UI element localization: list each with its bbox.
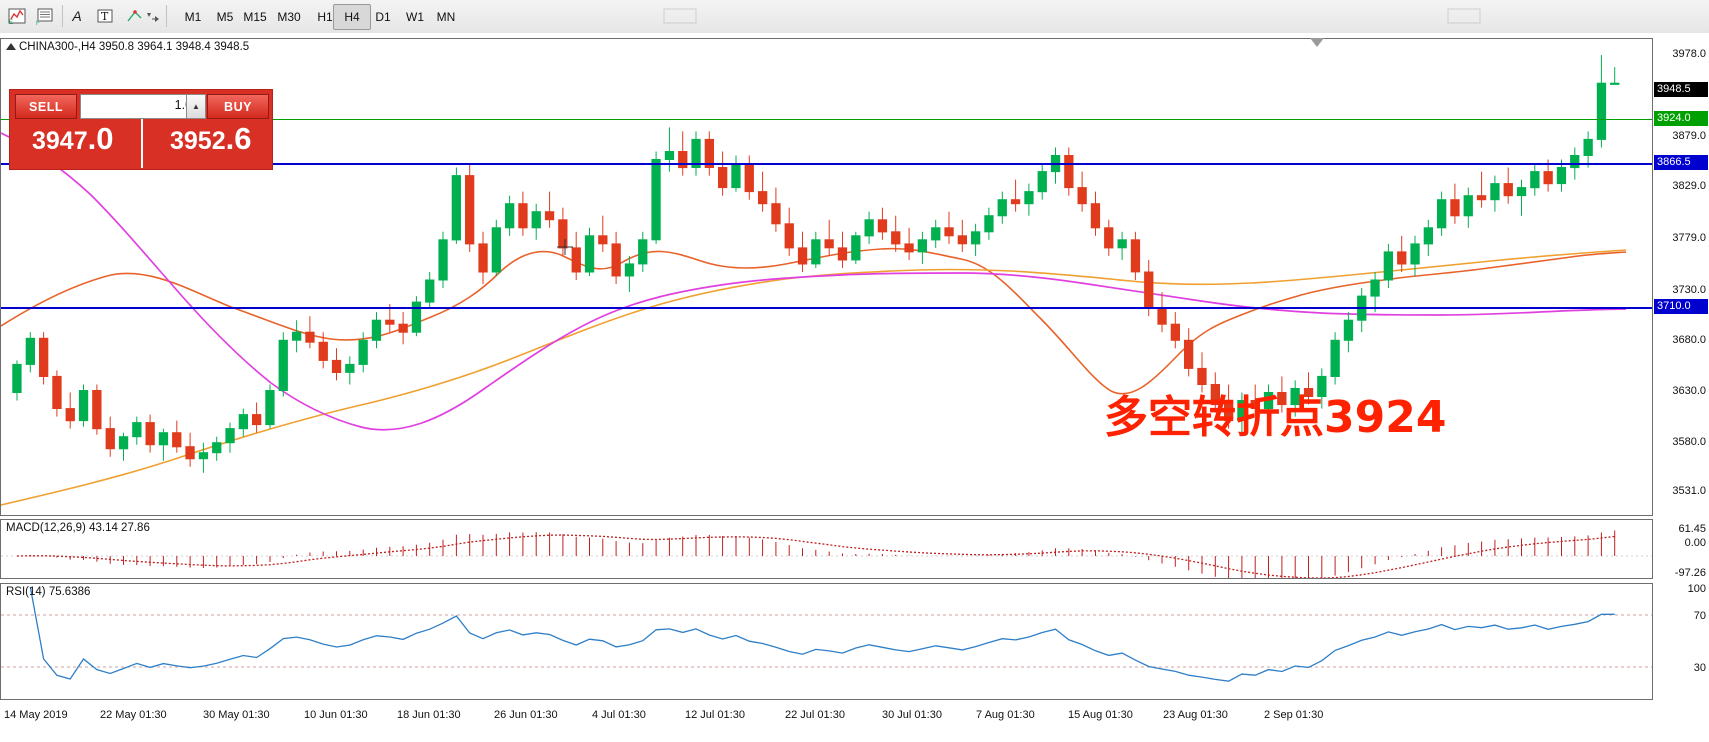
- line-studies-icon[interactable]: [122, 3, 162, 29]
- time-tick-11: 15 Aug 01:30: [1068, 709, 1133, 721]
- rsi-pane-label: RSI(14) 75.6386: [6, 586, 91, 598]
- rsi-line: [29, 586, 1615, 682]
- timeframe-m15[interactable]: M15: [243, 10, 267, 24]
- ma-fast-line: [1, 247, 1627, 395]
- symbol-arrow-icon: [6, 43, 16, 51]
- price-tick-3680: 3680.0: [1672, 334, 1706, 346]
- time-tick-2: 30 May 01:30: [203, 709, 270, 721]
- time-tick-7: 12 Jul 01:30: [685, 709, 745, 721]
- buy-button[interactable]: BUY: [207, 94, 269, 119]
- sell-price-frac: .0: [87, 121, 114, 156]
- ma-mid-line: [1, 249, 1627, 506]
- indicators-icon[interactable]: [660, 3, 700, 29]
- green-level-tag: 3924.0: [1654, 111, 1708, 126]
- text-label-icon[interactable]: T: [92, 3, 118, 29]
- price-tick-3879: 3879.0: [1672, 130, 1706, 142]
- price-tick-3580: 3580.0: [1672, 436, 1706, 448]
- candlestick-series: [12, 55, 1620, 473]
- svg-text:F: F: [36, 21, 40, 26]
- toolbar-separator-1: [62, 5, 63, 27]
- buy-price: 3952.6: [170, 121, 251, 157]
- time-tick-13: 2 Sep 01:30: [1264, 709, 1324, 721]
- price-pane-label: CHINA300-,H4 3950.8 3964.1 3948.4 3948.5: [6, 41, 249, 53]
- price-tick-3829: 3829.0: [1672, 180, 1706, 192]
- one-click-trading-panel[interactable]: SELL ▼ 1.00 ▲ BUY 3947.0 3952.6: [9, 89, 273, 170]
- svg-text:T: T: [101, 10, 109, 23]
- volume-increase-button[interactable]: ▲: [186, 94, 206, 119]
- blue-lower-level-tag: 3710.0: [1654, 299, 1708, 314]
- time-tick-8: 22 Jul 01:30: [785, 709, 845, 721]
- rsi-axis: 100 70 30: [1653, 583, 1709, 700]
- rsi-tick-100: 100: [1687, 583, 1706, 595]
- time-tick-4: 18 Jun 01:30: [397, 709, 461, 721]
- buy-price-int: 3952: [170, 127, 226, 155]
- timeframe-m1[interactable]: M1: [184, 10, 202, 24]
- timeframe-h4[interactable]: H4: [333, 4, 371, 30]
- price-chart-svg: [1, 55, 1627, 506]
- main-toolbar: E F A T: [0, 0, 1709, 34]
- chart-annotation-text: 多空转折点3924: [1104, 392, 1447, 443]
- macd-axis: 61.45 0.00 -97.26: [1653, 519, 1709, 579]
- svg-text:E: E: [9, 20, 13, 26]
- toolbar-separator-2: [166, 5, 167, 27]
- timeframe-h1[interactable]: H1: [317, 10, 333, 24]
- price-pane[interactable]: CHINA300-,H4 3950.8 3964.1 3948.4 3948.5…: [0, 38, 1653, 516]
- time-axis[interactable]: 14 May 2019 22 May 01:30 30 May 01:30 10…: [0, 701, 1709, 741]
- rsi-pane[interactable]: RSI(14) 75.6386: [0, 583, 1653, 700]
- time-tick-0: 14 May 2019: [4, 709, 68, 721]
- macd-tick-min: -97.26: [1674, 567, 1706, 579]
- macd-tick-max: 61.45: [1678, 523, 1706, 535]
- buy-price-frac: .6: [225, 121, 252, 156]
- rsi-tick-30: 30: [1693, 662, 1706, 674]
- sell-price-int: 3947: [32, 127, 88, 155]
- price-axis[interactable]: 3978.0 3879.0 3829.0 3779.0 3730.0 3680.…: [1653, 38, 1709, 516]
- current-bar-marker-icon: [1310, 38, 1324, 47]
- timeframe-w1[interactable]: W1: [406, 10, 424, 24]
- sell-price: 3947.0: [32, 121, 113, 157]
- time-tick-10: 7 Aug 01:30: [976, 709, 1035, 721]
- blue-upper-level-tag: 3866.5: [1654, 155, 1708, 170]
- price-tick-3630: 3630.0: [1672, 385, 1706, 397]
- time-tick-3: 10 Jun 01:30: [304, 709, 368, 721]
- rsi-tick-70: 70: [1693, 610, 1706, 622]
- text-tool-icon[interactable]: A: [72, 8, 82, 24]
- panel-divider: [141, 119, 143, 168]
- macd-svg: [1, 530, 1652, 578]
- crosshair-marker: [557, 239, 573, 255]
- templates-icon[interactable]: [1444, 3, 1484, 29]
- timeframe-d1[interactable]: D1: [375, 10, 391, 24]
- time-tick-1: 22 May 01:30: [100, 709, 167, 721]
- time-tick-9: 30 Jul 01:30: [882, 709, 942, 721]
- macd-signal-line: [16, 534, 1615, 578]
- timeframe-m5[interactable]: M5: [216, 10, 234, 24]
- level-line-blue-upper: [1, 163, 1652, 165]
- macd-pane[interactable]: MACD(12,26,9) 43.14 27.86: [0, 519, 1653, 579]
- macd-histogram: [29, 530, 1616, 578]
- sell-button[interactable]: SELL: [15, 94, 77, 119]
- data-window-icon[interactable]: F: [32, 3, 58, 29]
- rsi-svg: [1, 586, 1652, 682]
- time-tick-5: 26 Jun 01:30: [494, 709, 558, 721]
- chart-mode-icon[interactable]: E: [4, 3, 30, 29]
- ma-slow-line: [1, 132, 1627, 431]
- macd-tick-zero: 0.00: [1684, 537, 1706, 549]
- timeframe-mn[interactable]: MN: [436, 10, 456, 24]
- time-tick-6: 4 Jul 01:30: [592, 709, 646, 721]
- macd-pane-label: MACD(12,26,9) 43.14 27.86: [6, 522, 150, 534]
- price-tick-3978: 3978.0: [1672, 48, 1706, 60]
- timeframe-m30[interactable]: M30: [277, 10, 301, 24]
- level-line-green: [1, 119, 1652, 120]
- last-price-tag: 3948.5: [1654, 82, 1708, 97]
- price-tick-3730: 3730.0: [1672, 284, 1706, 296]
- chart-area[interactable]: CHINA300-,H4 3950.8 3964.1 3948.4 3948.5…: [0, 33, 1709, 742]
- price-tick-3531: 3531.0: [1672, 485, 1706, 497]
- price-tick-3779: 3779.0: [1672, 232, 1706, 244]
- level-line-blue-lower: [1, 307, 1652, 309]
- time-tick-12: 23 Aug 01:30: [1163, 709, 1228, 721]
